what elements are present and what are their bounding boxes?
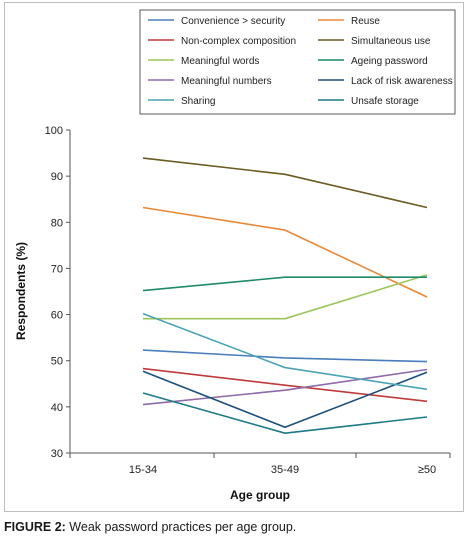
series-line — [142, 367, 428, 403]
figure-frame — [4, 2, 464, 512]
legend-label: Lack of risk awareness — [351, 76, 453, 87]
y-tick-label: 90 — [51, 171, 63, 183]
y-tick-label: 100 — [45, 125, 63, 137]
legend-label: Simultaneous use — [351, 36, 431, 47]
series-line — [142, 276, 427, 292]
series-line — [142, 392, 428, 435]
legend-label: Non-complex composition — [181, 36, 296, 47]
x-axis-title: Age group — [230, 488, 290, 502]
y-tick-label: 30 — [51, 448, 63, 460]
legend-label: Unsafe storage — [351, 96, 419, 107]
legend-label: Convenience > security — [181, 16, 285, 27]
series-lines — [142, 157, 428, 435]
y-tick-label: 60 — [51, 310, 63, 322]
series-line — [142, 370, 428, 429]
legend-label: Meaningful words — [181, 56, 259, 67]
y-axis-title: Respondents (%) — [14, 242, 28, 340]
x-tick-label: ≥50 — [418, 464, 436, 476]
x-tick-label: 15-34 — [129, 464, 157, 476]
series-line — [142, 157, 428, 209]
legend-label: Meaningful numbers — [181, 76, 272, 87]
y-tick-label: 40 — [51, 402, 63, 414]
series-line — [142, 368, 428, 406]
caption-label: FIGURE 2: — [4, 520, 66, 534]
series-line — [143, 274, 428, 320]
axes — [69, 130, 450, 454]
y-tick-label: 80 — [51, 217, 63, 229]
line-chart: Convenience > security Reuse Non-complex c… — [14, 9, 456, 502]
series-line — [142, 206, 428, 298]
legend-label: Sharing — [181, 96, 215, 107]
caption-text: Weak password practices per age group. — [69, 520, 297, 534]
legend-box — [139, 9, 456, 115]
y-ticks: 30 40 50 60 70 80 90 100 — [45, 125, 70, 460]
x-tick-label: 35-49 — [271, 464, 299, 476]
legend-label: Reuse — [351, 16, 380, 27]
figure-caption: FIGURE 2: Weak password practices per ag… — [4, 520, 296, 534]
x-ticks: 15-34 35-49 ≥50 — [69, 453, 451, 476]
y-tick-label: 50 — [51, 356, 63, 368]
series-line — [142, 312, 428, 391]
series-line — [142, 349, 428, 363]
y-tick-label: 70 — [51, 263, 63, 275]
legend: Convenience > security Reuse Non-complex c… — [148, 16, 453, 107]
legend-label: Ageing password — [351, 56, 428, 67]
